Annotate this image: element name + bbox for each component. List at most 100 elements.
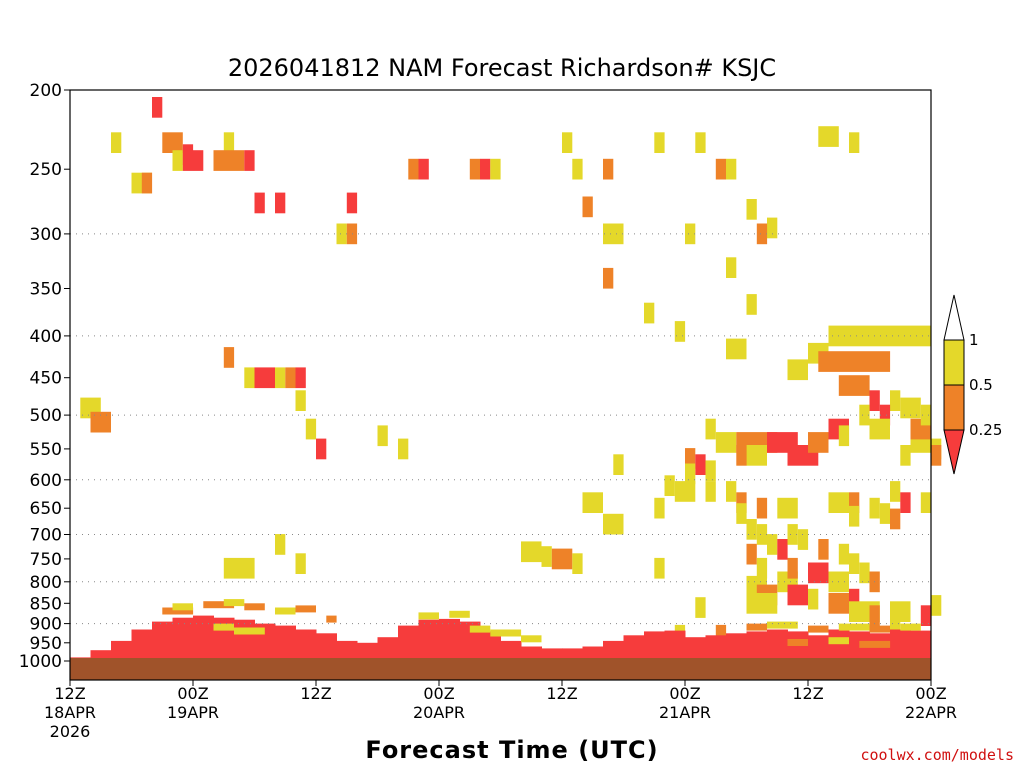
ri-cell	[746, 294, 757, 315]
ri-cell	[223, 347, 235, 368]
y-tick-label: 950	[30, 634, 62, 654]
ri-cell	[859, 562, 870, 584]
ri-cell	[838, 375, 870, 396]
ri-band-segment	[623, 635, 645, 661]
ri-cell	[890, 390, 901, 411]
ri-band-patch	[223, 599, 245, 607]
ri-cell	[654, 557, 665, 579]
ri-cell	[695, 132, 706, 153]
y-tick-label: 700	[30, 526, 62, 546]
y-tick-label: 850	[30, 594, 62, 614]
ri-cell	[777, 497, 798, 519]
legend-bin-high	[943, 339, 965, 386]
ri-cell	[808, 562, 829, 584]
ri-cell	[726, 257, 737, 278]
ri-band-segment	[746, 631, 768, 661]
ri-cell	[695, 454, 706, 475]
legend-label-1: 1	[969, 331, 979, 349]
ri-cell	[685, 448, 696, 469]
ri-cell	[551, 548, 573, 570]
ri-cell	[726, 158, 737, 180]
ri-cell	[305, 418, 317, 440]
ri-band-segment	[480, 631, 501, 661]
low-level-band	[70, 599, 932, 661]
ri-cell	[756, 524, 768, 545]
y-tick-label: 500	[30, 406, 62, 426]
ri-cell	[767, 534, 778, 555]
ri-cell	[152, 97, 163, 118]
ri-cell	[254, 367, 275, 389]
y-tick-label: 550	[30, 440, 62, 460]
x-tick-label: 18APR	[44, 703, 96, 722]
ri-cell	[736, 445, 747, 466]
ri-cell	[879, 503, 891, 524]
ri-band-patch	[828, 637, 849, 645]
ri-band-segment	[131, 629, 153, 661]
ri-cell	[275, 192, 286, 214]
ri-band-segment	[603, 640, 624, 661]
x-axis-label: Forecast Time (UTC)	[365, 736, 658, 764]
ri-cell	[603, 223, 624, 245]
surface-ground	[70, 658, 931, 680]
ri-band-segment	[172, 617, 194, 661]
plot-frame	[69, 89, 932, 681]
ri-band-patch	[746, 623, 767, 631]
ri-cell	[521, 541, 542, 563]
ri-cell	[726, 481, 737, 502]
ri-band-segment	[357, 642, 378, 661]
x-tick-label: 20APR	[413, 703, 465, 722]
legend-bin-mid	[943, 384, 965, 431]
ri-cell	[244, 367, 255, 389]
x-tick-label: 12Z	[54, 684, 85, 703]
ri-band-patch	[838, 623, 870, 631]
y-tick-label: 600	[30, 471, 62, 491]
ri-cell	[869, 497, 880, 519]
ri-band-segment	[521, 646, 542, 661]
ri-band-segment	[910, 630, 932, 661]
ri-cell	[490, 158, 501, 180]
ri-cell	[746, 543, 757, 565]
ri-cell	[838, 425, 850, 447]
ri-cell	[879, 404, 891, 426]
ri-band-patch	[234, 627, 265, 635]
ri-cell	[920, 404, 932, 426]
ri-cell	[931, 445, 942, 466]
x-tick-label: 00Z	[669, 684, 700, 703]
y-tick-label: 650	[30, 499, 62, 519]
ri-band-segment	[295, 629, 317, 661]
x-tick-label: 12Z	[546, 684, 577, 703]
ri-cell	[244, 150, 255, 171]
ri-cell	[223, 557, 255, 579]
ri-cell	[346, 223, 358, 245]
ri-band-segment	[705, 635, 727, 661]
ri-cell	[469, 158, 481, 180]
ri-cell	[818, 539, 829, 560]
x-tick-label: 12Z	[792, 684, 823, 703]
y-tick-label: 800	[30, 573, 62, 593]
x-tick-label: 21APR	[659, 703, 711, 722]
legend-arrow-top	[943, 294, 965, 341]
ri-cell	[777, 539, 788, 560]
ri-band-segment	[398, 625, 419, 661]
ri-cell	[849, 492, 860, 513]
ri-cell	[654, 497, 665, 519]
ri-cell	[715, 432, 737, 453]
ri-band-segment	[193, 615, 214, 661]
ri-band-patch	[521, 635, 542, 643]
ri-cell	[869, 418, 890, 440]
ri-band-patch	[869, 625, 890, 633]
ri-band-patch	[767, 621, 798, 629]
ri-cell	[756, 223, 768, 245]
data-cells	[80, 97, 942, 646]
ri-cell	[572, 158, 583, 180]
ri-cell	[920, 492, 932, 513]
ri-band-patch	[808, 625, 829, 633]
ri-band-segment	[562, 648, 583, 661]
ri-band-segment	[541, 648, 563, 661]
x-tick-label: 00Z	[177, 684, 208, 703]
ri-cell	[480, 158, 491, 180]
ri-band-patch	[326, 615, 337, 623]
ri-cell	[890, 613, 901, 634]
ri-cell	[223, 132, 235, 153]
ri-band-segment	[152, 621, 173, 661]
